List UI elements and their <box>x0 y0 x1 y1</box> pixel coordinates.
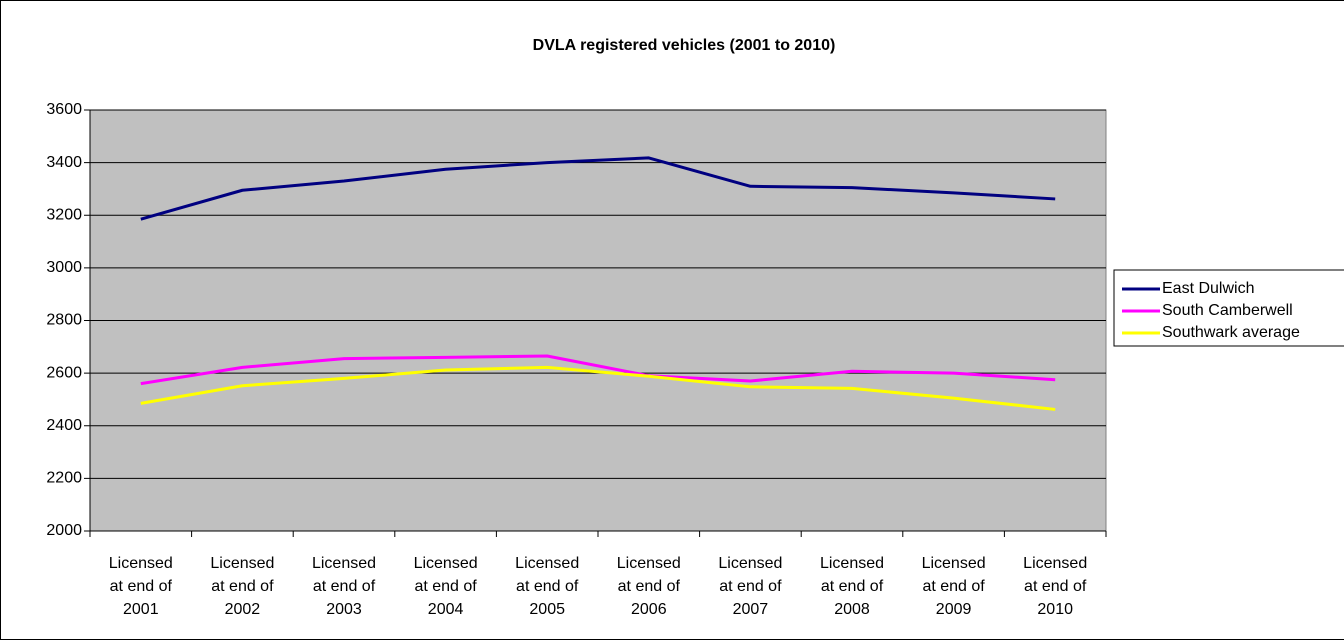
x-tick-label: Licensed at end of 2001 <box>109 555 173 618</box>
y-tick-label: 2200 <box>46 470 82 487</box>
y-tick-label: 2000 <box>46 522 82 539</box>
y-tick-label: 3400 <box>46 154 82 171</box>
series-line <box>140 365 1056 411</box>
y-tick-label: 3000 <box>46 259 82 276</box>
x-tick-label: Licensed at end of 2007 <box>718 555 782 618</box>
x-tick-label: Licensed at end of 2002 <box>210 555 274 618</box>
series-line <box>140 354 1056 386</box>
legend-label: East Dulwich <box>1162 280 1254 297</box>
x-tick-label: Licensed at end of 2003 <box>312 555 376 618</box>
y-tick-label: 3200 <box>46 206 82 223</box>
y-tick-label: 3600 <box>46 101 82 118</box>
series-line <box>140 156 1056 221</box>
x-tick-label: Licensed at end of 2009 <box>922 555 986 618</box>
y-tick-label: 2600 <box>46 364 82 381</box>
x-tick-label: Licensed at end of 2004 <box>414 555 478 618</box>
legend-label: Southwark average <box>1162 324 1300 341</box>
x-tick-label: Licensed at end of 2006 <box>617 555 681 618</box>
x-tick-label: Licensed at end of 2008 <box>820 555 884 618</box>
y-tick-label: 2800 <box>46 312 82 329</box>
x-tick-label: Licensed at end of 2010 <box>1023 555 1087 618</box>
legend-label: South Camberwell <box>1162 302 1293 319</box>
x-tick-label: Licensed at end of 2005 <box>515 555 579 618</box>
chart-title: DVLA registered vehicles (2001 to 2010) <box>533 37 836 54</box>
y-tick-label: 2400 <box>46 417 82 434</box>
